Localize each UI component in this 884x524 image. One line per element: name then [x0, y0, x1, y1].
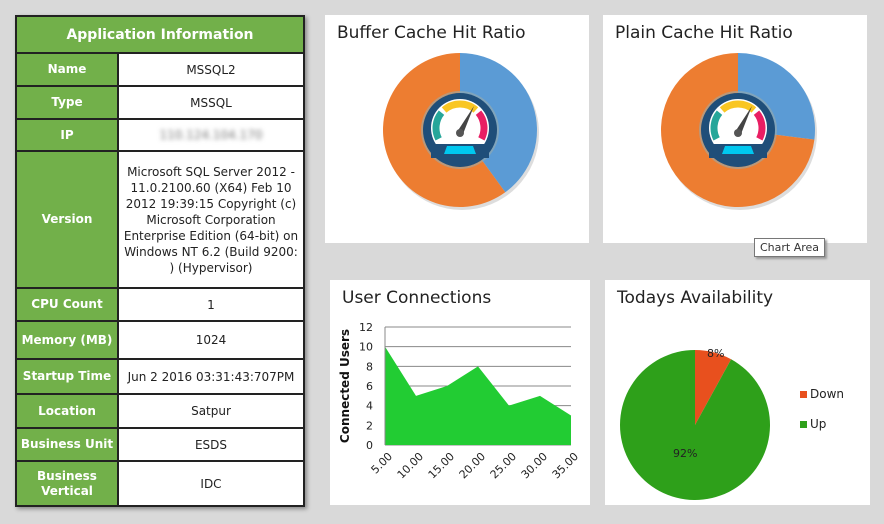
- row-value: ESDS: [194, 437, 228, 452]
- x-tick-label: 25.00: [488, 450, 519, 481]
- row-value: Jun 2 2016 03:31:43:707PM: [127, 369, 295, 384]
- availability-panel: Todays Availability 8% 92% Down Up: [605, 280, 870, 505]
- user-connections-chart: 0 2 4 6 8 10 12 5.00 10.00 15.00 20.00 25.00 30.00 35…: [338, 321, 581, 481]
- y-tick-label: 4: [366, 400, 373, 413]
- legend-swatch: [800, 421, 807, 428]
- speedometer-icon: [421, 91, 499, 169]
- row-value: IDC: [200, 476, 222, 491]
- x-tick-label: 5.00: [369, 450, 396, 477]
- row-value: Microsoft SQL Server 2012 - 11.0.2100.60…: [123, 164, 299, 275]
- panel-title: Todays Availability: [617, 288, 774, 308]
- pie-slice: [695, 350, 732, 425]
- info-row-startup-time: Startup Time Jun 2 2016 03:31:43:707PM: [17, 360, 303, 395]
- data-label: 8%: [707, 347, 724, 360]
- x-tick-label: 35.00: [550, 450, 581, 481]
- info-row-type: Type MSSQL: [17, 87, 303, 120]
- x-tick-label: 30.00: [519, 450, 550, 481]
- row-label: Business Vertical: [17, 462, 119, 505]
- info-row-business-vertical: Business Vertical IDC: [17, 462, 303, 505]
- y-tick-label: 10: [359, 341, 373, 354]
- row-label: Name: [17, 54, 119, 85]
- row-value: 1: [207, 297, 215, 312]
- row-label: Version: [17, 152, 119, 287]
- row-label: Startup Time: [17, 360, 119, 393]
- y-tick-label: 12: [359, 321, 373, 334]
- legend-item: Up: [810, 417, 826, 431]
- availability-chart: 8% 92% Down Up: [620, 347, 844, 500]
- data-label: 92%: [673, 447, 697, 460]
- info-row-version: Version Microsoft SQL Server 2012 - 11.0.…: [17, 152, 303, 289]
- y-tick-label: 6: [366, 380, 373, 393]
- row-label: Location: [17, 395, 119, 427]
- y-tick-label: 2: [366, 419, 373, 432]
- pie-slice: [620, 350, 770, 500]
- info-row-name: Name MSSQL2: [17, 54, 303, 87]
- row-value: 1024: [195, 333, 227, 347]
- row-label: Business Unit: [17, 429, 119, 460]
- row-value: Satpur: [191, 404, 231, 418]
- row-value: MSSQL: [190, 95, 232, 110]
- row-label: CPU Count: [17, 289, 119, 320]
- info-row-cpu-count: CPU Count 1: [17, 289, 303, 322]
- application-info-table: Application Information Name MSSQL2 Type MS…: [15, 15, 305, 507]
- buffer-cache-panel: Buffer Cache Hit Ratio: [325, 15, 589, 243]
- legend-item: Down: [810, 387, 844, 401]
- plain-cache-panel: Plain Cache Hit Ratio: [603, 15, 867, 243]
- y-tick-label: 0: [366, 439, 373, 452]
- info-row-business-unit: Business Unit ESDS: [17, 429, 303, 462]
- panel-title: User Connections: [342, 288, 492, 308]
- pie-slice: [460, 53, 537, 193]
- info-row-memory-mb: Memory (MB) 1024: [17, 322, 303, 360]
- row-label: Memory (MB): [17, 322, 119, 358]
- chart-area-tooltip: Chart Area: [754, 238, 826, 257]
- table-title: Application Information: [17, 17, 303, 54]
- y-tick-label: 8: [366, 360, 373, 373]
- info-row-ip: IP 110.124.104.170: [17, 120, 303, 152]
- row-label: Type: [17, 87, 119, 118]
- panel-title: Plain Cache Hit Ratio: [615, 23, 793, 43]
- row-value: MSSQL2: [186, 62, 236, 77]
- info-row-location: Location Satpur: [17, 395, 303, 429]
- x-tick-label: 10.00: [395, 450, 426, 481]
- user-connections-panel: User Connections 0 2 4 6 8 10 12 5.00 10.00 15.00…: [330, 280, 590, 505]
- panel-title: Buffer Cache Hit Ratio: [337, 23, 526, 43]
- buffer-cache-chart: [383, 53, 539, 210]
- row-label: IP: [17, 120, 119, 150]
- plain-cache-chart: [661, 53, 817, 210]
- y-axis-label: Connected Users: [338, 329, 352, 443]
- x-tick-label: 20.00: [457, 450, 488, 481]
- x-tick-label: 15.00: [426, 450, 457, 481]
- row-value: 110.124.104.170: [159, 128, 263, 142]
- speedometer-icon: [699, 91, 777, 169]
- legend-swatch: [800, 391, 807, 398]
- area-series: [385, 346, 571, 445]
